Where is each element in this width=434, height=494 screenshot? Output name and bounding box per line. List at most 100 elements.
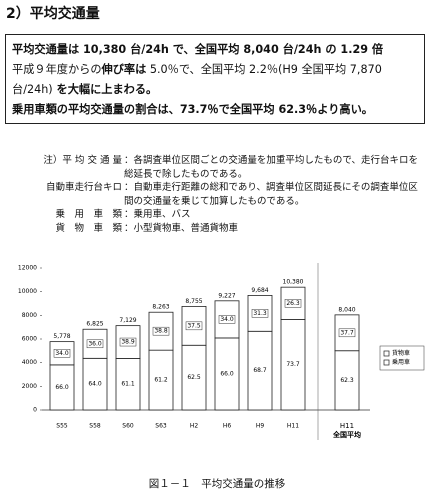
total-label: 9,684 [251,287,268,294]
segment-label: 73.7 [286,361,300,368]
note-desc: ：乗用車、バス [124,209,191,220]
segment-label: 34.0 [55,350,69,357]
summary-line: 乗用車類の平均交通量の割合は、73.7％で全国平均 62.3％より高い。 [12,100,418,120]
bar-segment [280,319,306,411]
summary-line: 平均交通量は 10,380 台/24h で、全国平均 8,040 台/24h の… [12,40,418,60]
x-tick-label: H11 [287,423,299,430]
bar-segment [115,358,141,411]
x-tick-label: H2 [190,423,199,430]
label-box [53,349,71,358]
summary-text: 5.0％で、全国平均 2.2％(H9 全国平均 7,870 [146,63,382,76]
y-tick-label: 0 [33,407,37,414]
summary-text: 乗用車類の平均交通量の割合は、 [12,103,180,116]
bar-segment [82,357,108,411]
note: 乗 用 車 類：乗用車、バス [30,208,425,222]
note-term: 乗 用 車 類 [30,208,122,222]
legend-box [379,345,425,371]
legend-label: 乗用車 [392,358,410,366]
note-desc: ：自動車走行距離の総和であり、調査単位区間延長にその調査単位区間の交通量を乗じて… [124,182,418,207]
total-label: 5,778 [53,333,70,340]
note-term-text: 平 均 交 通 量 [62,155,122,166]
segment-label: 26.3 [286,300,300,307]
bar-segment [334,350,360,411]
segment-label: 34.0 [220,316,234,323]
y-tick-label: 4000 [22,359,37,366]
total-label: 8,040 [338,306,355,313]
summary-text: 73.7％で全国平均 62.3％より高い。 [179,103,373,116]
y-tick-label: 6000 [22,336,37,343]
notes: 注）平 均 交 通 量：各調査単位区間ごとの交通量を加重平均したもので、走行台キ… [30,154,425,235]
note-term: 貨 物 車 類 [30,222,122,236]
label-box [284,299,302,308]
label-box [152,326,170,336]
x-sub-label: 全国平均 [332,430,361,439]
segment-label: 38.9 [121,339,135,346]
segment-label: 61.2 [154,377,168,384]
summary-box: 平均交通量は 10,380 台/24h で、全国平均 8,040 台/24h の… [5,34,425,124]
y-tick-label: 8000 [22,312,37,319]
summary-text: 伸び率は [101,63,147,76]
note: 注）平 均 交 通 量：各調査単位区間ごとの交通量を加重平均したもので、走行台キ… [30,154,425,181]
summary-line: 平成９年度からの伸び率は 5.0％で、全国平均 2.2％(H9 全国平均 7,8… [12,60,418,80]
x-tick-label: H6 [223,423,232,430]
note-term: 自動車走行台キロ [30,181,122,208]
label-box [185,321,203,331]
segment-label: 62.3 [340,377,354,384]
segment-label: 66.0 [220,370,234,377]
note-desc: ：小型貨物車、普通貨物車 [124,222,239,234]
segment-label: 36.0 [88,340,102,347]
summary-text: 平成９年度からの [12,63,102,76]
y-tick-label: 12000 [18,265,37,272]
label-box [119,337,137,347]
total-label: 6,825 [86,321,103,328]
segment-label: 31.3 [253,310,267,317]
x-tick-label: S60 [122,423,134,430]
segment-label: 38.8 [154,328,168,335]
segment-label: 62.5 [187,374,201,381]
x-tick-label: H11 [340,422,354,430]
legend-swatch [383,350,390,357]
total-label: 10,380 [283,279,304,286]
note-term: 注）平 均 交 通 量 [30,154,122,181]
x-tick-label: S55 [56,423,68,430]
bar-segment [214,337,240,411]
note: 自動車走行台キロ ：自動車走行距離の総和であり、調査単位区間延長にその調査単位区間… [30,181,425,208]
summary-text: 台/24h) [12,83,53,96]
segment-label: 37.7 [340,329,354,336]
label-box [86,339,104,349]
summary-line: 台/24h) を大幅に上まわる。 [12,80,418,100]
y-tick-label: 2000 [22,383,37,390]
x-tick-label: S58 [89,423,101,430]
note-term-text: 自動車走行台キロ [45,182,122,193]
caption: 図１－１ 平均交通量の推移 [148,478,286,490]
total-label: 8,263 [152,304,169,311]
note-term-text: 貨 物 車 類 [55,222,122,234]
bar-segment [181,344,207,411]
legend-swatch [383,359,390,366]
summary-text: 平均交通量は 10,380 台/24h で、全国平均 8,040 台/24h の… [12,43,384,56]
bar-segment [148,349,174,411]
note: 貨 物 車 類：小型貨物車、普通貨物車 [30,222,425,236]
x-tick-label: S63 [155,423,167,430]
label-box [251,309,269,318]
bar-segment [49,364,75,411]
total-label: 9,227 [218,292,235,299]
segment-label: 37.5 [187,322,201,329]
note-desc: ：各調査単位区間ごとの交通量を加重平均したもので、走行台キロを総延長で除したもの… [124,155,419,180]
heading: 2）平均交通量 [6,6,100,22]
segment-label: 68.7 [253,367,267,374]
note-prefix: 注） [43,155,63,166]
chart: 0 2000 4000 6000 8000 10000 12000 66.0 34.0 5,778… [18,263,425,440]
summary-text: を大幅に上まわる。 [52,83,158,96]
x-tick-label: H9 [256,423,265,430]
legend-label: 貨物車 [392,349,410,357]
total-label: 8,755 [185,298,202,305]
note-term-text: 乗 用 車 類 [55,209,122,220]
segment-label: 66.0 [55,384,69,391]
y-tick-label: 10000 [18,288,37,295]
segment-label: 61.1 [121,381,135,388]
segment-label: 64.0 [88,381,102,388]
label-box [338,328,356,338]
label-box [218,315,236,324]
